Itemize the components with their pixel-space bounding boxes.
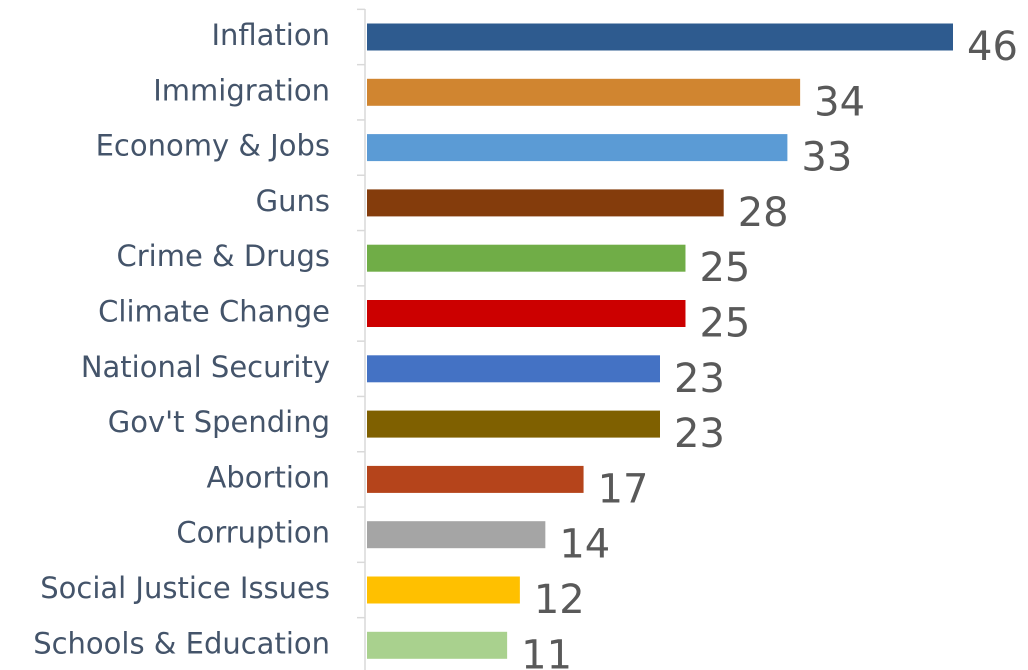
bar	[367, 23, 953, 51]
y-tick-label: Crime & Drugs	[116, 239, 330, 273]
bar	[367, 465, 584, 493]
bar	[367, 355, 660, 383]
value-label: 25	[699, 301, 750, 347]
y-tick-label: Social Justice Issues	[40, 571, 330, 605]
bar	[367, 576, 520, 604]
bar	[367, 410, 660, 438]
value-label: 34	[814, 79, 865, 125]
value-label: 46	[967, 24, 1018, 70]
bar	[367, 521, 546, 549]
value-label: 11	[521, 632, 572, 670]
y-tick-label: Immigration	[153, 73, 330, 107]
value-label: 12	[534, 577, 585, 623]
y-tick-label: Abortion	[207, 460, 330, 494]
value-label: 23	[674, 356, 725, 402]
bar	[367, 134, 788, 162]
y-tick-label: Economy & Jobs	[96, 129, 330, 163]
y-tick-label: Inflation	[211, 18, 330, 52]
bar	[367, 631, 508, 659]
value-label: 23	[674, 411, 725, 457]
bar	[367, 300, 686, 327]
value-label: 25	[699, 245, 750, 291]
y-tick-label: Climate Change	[98, 295, 330, 329]
bar	[367, 189, 724, 217]
y-tick-label: Guns	[256, 184, 330, 218]
value-label: 28	[738, 190, 789, 236]
value-label: 14	[559, 522, 610, 568]
value-label: 33	[801, 135, 852, 181]
y-tick-label: Gov't Spending	[108, 405, 330, 439]
y-tick-label: Schools & Education	[33, 626, 330, 660]
bar	[367, 244, 686, 272]
value-label: 17	[598, 466, 649, 512]
y-tick-label: National Security	[81, 350, 330, 384]
y-tick-label: Corruption	[176, 516, 330, 550]
bar	[367, 78, 801, 106]
